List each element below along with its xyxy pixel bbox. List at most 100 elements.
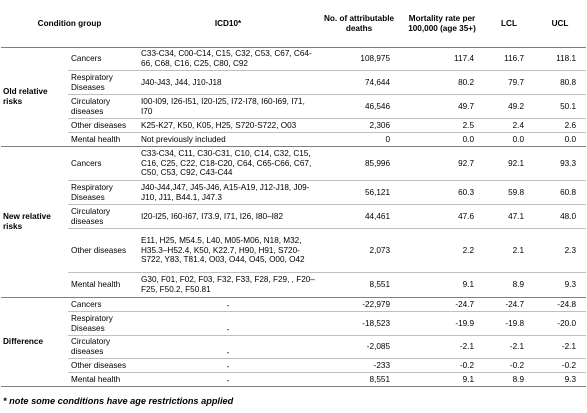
- icd-cell: I00-I09, I26-I51, I20-I25, I72-I78, I60-…: [138, 94, 319, 119]
- icd-cell: C33-C34, C11, C30-C31, C10, C14, C32, C1…: [138, 146, 319, 181]
- icd-cell: -: [138, 372, 319, 387]
- icd-cell: -: [138, 335, 319, 359]
- icd-cell: C33-C34, C00-C14, C15, C32, C53, C67, C6…: [138, 47, 319, 71]
- ucl-cell: 93.3: [534, 146, 587, 181]
- table-row: Other diseases E11, H25, M54.5, L40, M05…: [1, 228, 587, 273]
- deaths-cell: 56,121: [318, 180, 401, 205]
- lcl-cell: 59.8: [484, 180, 535, 205]
- deaths-cell: 2,306: [318, 118, 401, 133]
- condition-cell: Circulatory diseases: [68, 335, 139, 359]
- rate-cell: -0.2: [400, 358, 485, 373]
- lcl-cell: -24.7: [484, 297, 535, 312]
- icd-cell: J40-J43, J44, J10-J18: [138, 70, 319, 95]
- deaths-cell: 44,461: [318, 204, 401, 229]
- lcl-cell: -2.1: [484, 335, 535, 359]
- rate-cell: 9.1: [400, 372, 485, 387]
- table-row: Mental health - 8,551 9.1 8.9 9.3: [1, 372, 587, 387]
- table-row: New relative risks Cancers C33-C34, C11,…: [1, 146, 587, 298]
- condition-cell: Cancers: [68, 146, 139, 181]
- icd-cell: I20-I25, I60-I67, I73.9, I71, I26, I80–I…: [138, 204, 319, 229]
- header-lcl: LCL: [484, 0, 535, 48]
- deaths-cell: 8,551: [318, 272, 401, 298]
- icd-cell: Not previously included: [138, 132, 319, 147]
- condition-cell: Respiratory Diseases: [68, 70, 139, 95]
- header-attributable-deaths: No. of attributable deaths: [318, 0, 401, 48]
- table-row: Circulatory diseases I20-I25, I60-I67, I…: [1, 204, 587, 229]
- ucl-cell: 60.8: [534, 180, 587, 205]
- rate-cell: 47.6: [400, 204, 485, 229]
- table-row: Respiratory Diseases - -18,523 -19.9 -19…: [1, 311, 587, 336]
- rate-cell: -19.9: [400, 311, 485, 336]
- lcl-cell: 2.1: [484, 228, 535, 273]
- icd-cell: -: [138, 311, 319, 336]
- lcl-cell: 116.7: [484, 47, 535, 71]
- ucl-cell: 9.3: [534, 372, 587, 387]
- footnote: * note some conditions have age restrict…: [3, 396, 234, 406]
- header-icd10: ICD10*: [138, 0, 319, 48]
- lcl-cell: 8.9: [484, 372, 535, 387]
- ucl-cell: -2.1: [534, 335, 587, 359]
- lcl-cell: 2.4: [484, 118, 535, 133]
- deaths-cell: -22,979: [318, 297, 401, 312]
- table-row: Other diseases - -233 -0.2 -0.2 -0.2: [1, 358, 587, 373]
- rate-cell: 117.4: [400, 47, 485, 71]
- condition-cell: Cancers: [68, 297, 139, 312]
- lcl-cell: 8.9: [484, 272, 535, 298]
- rate-cell: 0.0: [400, 132, 485, 147]
- ucl-cell: -0.2: [534, 358, 587, 373]
- ucl-cell: -24.8: [534, 297, 587, 312]
- condition-cell: Circulatory diseases: [68, 94, 139, 119]
- table-row: Circulatory diseases - -2,085 -2.1 -2.1 …: [1, 335, 587, 359]
- ucl-cell: 0.0: [534, 132, 587, 147]
- group-label-new: New relative risks: [1, 146, 68, 298]
- ucl-cell: 50.1: [534, 94, 587, 119]
- ucl-cell: 2.3: [534, 228, 587, 273]
- rate-cell: 9.1: [400, 272, 485, 298]
- condition-cell: Circulatory diseases: [68, 204, 139, 229]
- table-row: Respiratory Diseases J40-J44,J47, J45-J4…: [1, 180, 587, 205]
- rate-cell: 2.2: [400, 228, 485, 273]
- table-row: Mental health G30, F01, F02, F03, F32, F…: [1, 272, 587, 298]
- condition-cell: Respiratory Diseases: [68, 311, 139, 336]
- mortality-table: Condition group ICD10* No. of attributab…: [1, 0, 587, 387]
- ucl-cell: 118.1: [534, 47, 587, 71]
- deaths-cell: 8,551: [318, 372, 401, 387]
- ucl-cell: 80.8: [534, 70, 587, 95]
- deaths-cell: 0: [318, 132, 401, 147]
- condition-cell: Other diseases: [68, 118, 139, 133]
- condition-cell: Other diseases: [68, 228, 139, 273]
- rate-cell: 2.5: [400, 118, 485, 133]
- table-row: Mental health Not previously included 0 …: [1, 132, 587, 147]
- deaths-cell: 46,546: [318, 94, 401, 119]
- lcl-cell: 79.7: [484, 70, 535, 95]
- lcl-cell: -19.8: [484, 311, 535, 336]
- icd-cell: G30, F01, F02, F03, F32, F33, F28, F29, …: [138, 272, 319, 298]
- ucl-cell: 2.6: [534, 118, 587, 133]
- rate-cell: -2.1: [400, 335, 485, 359]
- icd-cell: -: [138, 358, 319, 373]
- condition-cell: Mental health: [68, 272, 139, 298]
- ucl-cell: -20.0: [534, 311, 587, 336]
- rate-cell: -24.7: [400, 297, 485, 312]
- condition-cell: Other diseases: [68, 358, 139, 373]
- deaths-cell: 74,644: [318, 70, 401, 95]
- group-label-old: Old relative risks: [1, 47, 68, 147]
- deaths-cell: 108,975: [318, 47, 401, 71]
- condition-cell: Mental health: [68, 372, 139, 387]
- rate-cell: 49.7: [400, 94, 485, 119]
- deaths-cell: -233: [318, 358, 401, 373]
- table-row: Old relative risks Cancers C33-C34, C00-…: [1, 47, 587, 147]
- icd-cell: J40-J44,J47, J45-J46, A15-A19, J12-J18, …: [138, 180, 319, 205]
- header-row: Condition group ICD10* No. of attributab…: [1, 0, 587, 48]
- deaths-cell: -2,085: [318, 335, 401, 359]
- condition-cell: Mental health: [68, 132, 139, 147]
- ucl-cell: 9.3: [534, 272, 587, 298]
- lcl-cell: 0.0: [484, 132, 535, 147]
- table-row: Other diseases K25-K27, K50, K05, H25, S…: [1, 118, 587, 133]
- icd-cell: -: [138, 297, 319, 312]
- table-row: Respiratory Diseases J40-J43, J44, J10-J…: [1, 70, 587, 95]
- deaths-cell: 2,073: [318, 228, 401, 273]
- header-mortality-rate: Mortality rate per 100,000 (age 35+): [400, 0, 485, 48]
- group-label-difference: Difference: [1, 297, 68, 387]
